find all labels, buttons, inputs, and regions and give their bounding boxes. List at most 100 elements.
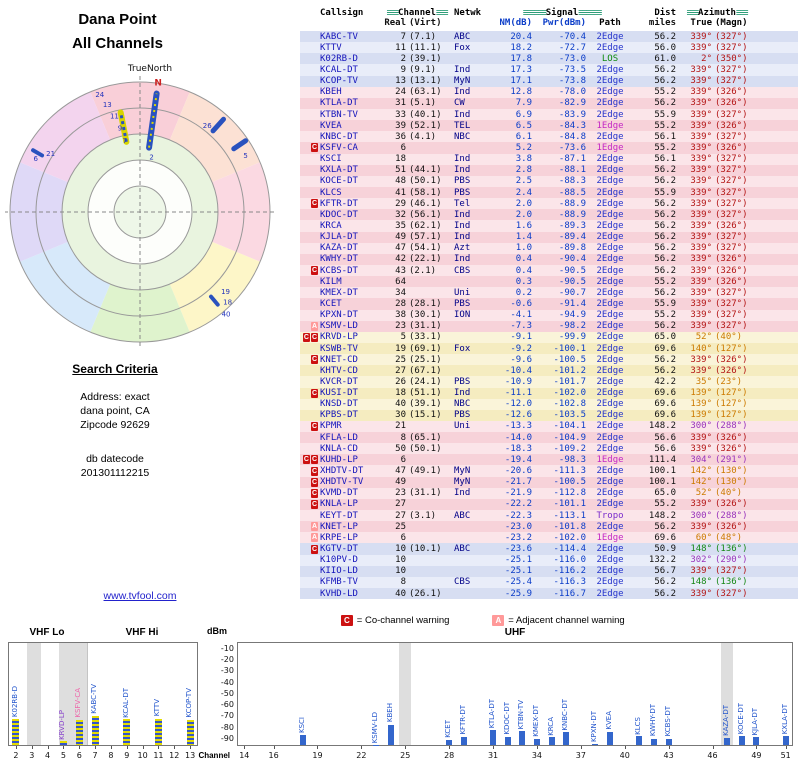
callsign-cell[interactable]: KWHY-DT: [320, 254, 358, 265]
signal-bar-kftr-dt: [460, 736, 467, 745]
callsign-cell[interactable]: KVHD-LD: [320, 588, 358, 599]
nm-db-cell: -11.1: [504, 388, 532, 399]
callsign-cell[interactable]: KEYT-DT: [320, 510, 358, 521]
bar-callsign-label: KSMV-LD: [371, 711, 379, 743]
callsign-cell[interactable]: XHDTV-DT: [320, 466, 364, 477]
callsign-cell[interactable]: KSMV-LD: [320, 321, 358, 332]
callsign-cell[interactable]: KDOC-DT: [320, 209, 358, 220]
distance-cell: 56.2: [654, 588, 676, 599]
callsign-cell[interactable]: KILM: [320, 276, 342, 287]
pwr-dbm-cell: -104.9: [553, 432, 586, 443]
nm-db-cell: 0.4: [515, 265, 532, 276]
callsign-cell[interactable]: KUSI-DT: [320, 388, 358, 399]
callsign-cell[interactable]: KVCR-DT: [320, 376, 358, 387]
callsign-cell[interactable]: KCOP-TV: [320, 76, 358, 87]
callsign-cell[interactable]: KJLA-DT: [320, 232, 358, 243]
co-channel-warning-icon: C: [302, 455, 310, 465]
co-channel-warning-icon: C: [310, 455, 318, 465]
header-pwr: Pwr(dBm): [542, 18, 586, 28]
callsign-cell[interactable]: KXLA-DT: [320, 165, 358, 176]
path-cell: 2Edge: [596, 421, 624, 432]
callsign-cell[interactable]: KFMB-TV: [320, 577, 358, 588]
real-channel-cell: 41: [395, 187, 406, 198]
path-cell: 2Edge: [596, 220, 624, 231]
callsign-cell[interactable]: K10PV-D: [320, 555, 358, 566]
callsign-cell[interactable]: KTTV: [320, 42, 342, 53]
callsign-cell[interactable]: KCBS-DT: [320, 265, 358, 276]
distance-cell: 56.2: [654, 287, 676, 298]
callsign-cell[interactable]: KPMR: [320, 421, 342, 432]
radar-marker-dash: [119, 112, 128, 143]
callsign-cell[interactable]: KLCS: [320, 187, 342, 198]
callsign-cell[interactable]: KTLA-DT: [320, 98, 358, 109]
network-cell: Ind: [454, 488, 471, 499]
callsign-cell[interactable]: KSFV-CA: [320, 142, 358, 153]
magnetic-azimuth-cell: (327°): [715, 209, 748, 220]
callsign-cell[interactable]: KSCI: [320, 154, 342, 165]
datecode-value: 201301112215: [80, 467, 150, 479]
virtual-channel-cell: (5.1): [409, 98, 437, 109]
callsign-cell[interactable]: KMEX-DT: [320, 287, 358, 298]
callsign-cell[interactable]: KTBN-TV: [320, 109, 358, 120]
true-azimuth-cell: 339°: [690, 310, 712, 321]
callsign-cell[interactable]: XHDTV-TV: [320, 477, 364, 488]
virtual-channel-cell: (50.1): [409, 443, 442, 454]
real-channel-cell: 39: [395, 120, 406, 131]
path-cell: 2Edge: [596, 176, 624, 187]
true-azimuth-cell: 339°: [690, 209, 712, 220]
callsign-cell[interactable]: KGTV-DT: [320, 544, 358, 555]
callsign-cell[interactable]: KCAL-DT: [320, 64, 358, 75]
callsign-cell[interactable]: KPBS-DT: [320, 410, 358, 421]
callsign-cell[interactable]: KRCA: [320, 220, 342, 231]
page-title: Dana Point: [78, 11, 157, 28]
callsign-cell[interactable]: KPXN-DT: [320, 310, 358, 321]
callsign-cell[interactable]: KRPE-LP: [320, 532, 358, 543]
nm-db-cell: -23.6: [504, 544, 532, 555]
callsign-cell[interactable]: KCET: [320, 298, 342, 309]
real-channel-cell: 23: [395, 321, 406, 332]
callsign-cell[interactable]: KUHD-LP: [320, 454, 358, 465]
signal-bar-kmex-dt: [533, 738, 540, 745]
callsign-cell[interactable]: KRVD-LP: [320, 332, 358, 343]
callsign-cell[interactable]: KNLA-LP: [320, 499, 358, 510]
real-channel-cell: 25: [395, 354, 406, 365]
nm-db-cell: -25.9: [504, 588, 532, 599]
table-row: C KVMD-DT 23 (31.1) Ind -21.9 -112.8 2Edge 65.0 5…: [300, 487, 798, 499]
callsign-cell[interactable]: KFLA-LD: [320, 432, 358, 443]
x-axis-label: Channel: [198, 751, 230, 760]
callsign-cell[interactable]: KVEA: [320, 120, 342, 131]
callsign-cell[interactable]: KSWB-TV: [320, 343, 358, 354]
table-row: KPBS-DT 30 (15.1) PBS -12.6 -103.5 2Edge 69.6 13…: [300, 409, 798, 421]
callsign-cell[interactable]: KNET-LP: [320, 521, 358, 532]
table-row: C KGTV-DT 10 (10.1) ABC -23.6 -114.4 2Edge 50.9 1…: [300, 543, 798, 555]
callsign-cell[interactable]: KVMD-DT: [320, 488, 358, 499]
signal-bar-kcop-tv: [186, 719, 194, 745]
virtual-channel-cell: (7.1): [409, 31, 437, 42]
pwr-dbm-cell: -72.7: [558, 42, 586, 53]
distance-cell: 61.0: [654, 53, 676, 64]
callsign-cell[interactable]: KIIO-LD: [320, 566, 358, 577]
callsign-cell[interactable]: KABC-TV: [320, 31, 358, 42]
table-row: C KNLA-LP 27 -22.2 -101.1 2Edge 55.2 339° (326°): [300, 498, 798, 511]
channel-tick-mark: [785, 746, 787, 749]
signal-strength-chart: C = Co-channel warning A = Adjacent chan…: [0, 610, 800, 768]
table-rows: KABC-TV 7 (7.1) ABC 20.4 -70.4 2Edge 56.2 339° (3…: [300, 31, 798, 600]
radar-wedge: [212, 162, 270, 262]
callsign-cell[interactable]: KHTV-CD: [320, 365, 358, 376]
path-cell: 2Edge: [596, 198, 624, 209]
path-cell: 2Edge: [596, 98, 624, 109]
network-cell: Fox: [454, 42, 471, 53]
callsign-cell[interactable]: KFTR-DT: [320, 198, 358, 209]
callsign-cell[interactable]: KOCE-DT: [320, 176, 358, 187]
callsign-cell[interactable]: KNET-CD: [320, 354, 358, 365]
callsign-cell[interactable]: K02RB-D: [320, 53, 358, 64]
tvfool-link[interactable]: www.tvfool.com: [103, 590, 177, 602]
page-subtitle: All Channels: [72, 35, 163, 52]
callsign-cell[interactable]: KNBC-DT: [320, 131, 358, 142]
callsign-cell[interactable]: KBEH: [320, 87, 342, 98]
channel-axis-tick: 3: [29, 751, 35, 760]
pwr-dbm-cell: -94.9: [558, 310, 586, 321]
callsign-cell[interactable]: KNLA-CD: [320, 443, 358, 454]
callsign-cell[interactable]: KAZA-DT: [320, 243, 358, 254]
callsign-cell[interactable]: KNSD-DT: [320, 399, 358, 410]
